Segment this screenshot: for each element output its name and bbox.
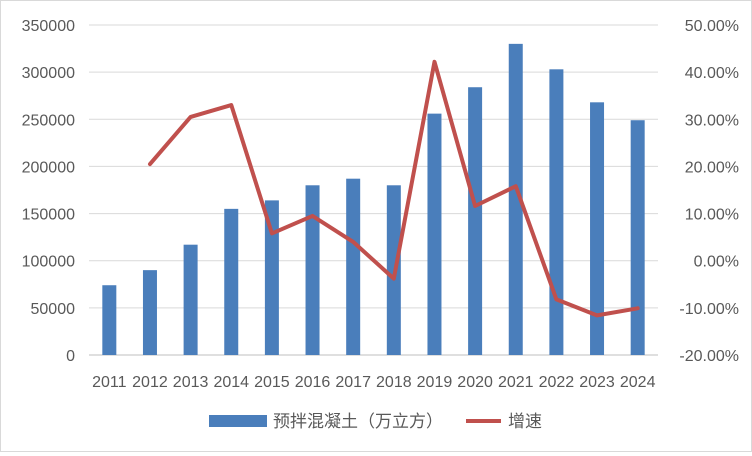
bar xyxy=(102,285,117,355)
x-tick-label: 2011 xyxy=(92,374,127,391)
x-tick-label: 2017 xyxy=(335,374,371,391)
right-axis-ticks: -20.00% -10.00% 0.00% 10.00% 20.00% 30.00% 40.… xyxy=(679,18,739,365)
bar xyxy=(346,178,361,355)
y-left-tick-label: 250000 xyxy=(22,112,75,129)
y-left-tick-label: 350000 xyxy=(22,18,75,35)
x-tick-label: 2012 xyxy=(132,374,168,391)
y-right-tick-label: 20.00% xyxy=(685,159,739,176)
bar xyxy=(224,208,239,355)
y-right-tick-label: 40.00% xyxy=(685,65,739,82)
bar xyxy=(590,102,605,355)
x-tick-label: 2022 xyxy=(539,374,575,391)
x-tick-label: 2014 xyxy=(213,374,249,391)
bar xyxy=(468,87,483,355)
y-left-tick-label: 0 xyxy=(66,348,75,365)
x-tick-label: 2023 xyxy=(579,374,615,391)
bar xyxy=(508,43,523,355)
x-tick-label: 2019 xyxy=(417,374,453,391)
y-left-tick-label: 150000 xyxy=(22,207,75,224)
y-left-tick-label: 50000 xyxy=(31,301,76,318)
x-tick-label: 2016 xyxy=(295,374,331,391)
bar-series xyxy=(102,43,645,356)
x-tick-label: 2021 xyxy=(498,374,534,391)
x-tick-label: 2018 xyxy=(376,374,412,391)
bar xyxy=(427,113,442,355)
y-right-tick-label: -10.00% xyxy=(679,301,739,318)
y-right-tick-label: -20.00% xyxy=(679,348,739,365)
left-axis-ticks: 0 50000 100000 150000 200000 250000 300000 3500… xyxy=(22,18,75,365)
legend: 预拌混凝土（万立方） 增速 xyxy=(209,412,542,431)
y-left-tick-label: 200000 xyxy=(22,159,75,176)
y-right-tick-label: 10.00% xyxy=(685,207,739,224)
bar xyxy=(630,120,645,355)
x-tick-label: 2020 xyxy=(457,374,493,391)
y-left-tick-label: 100000 xyxy=(22,254,75,271)
y-right-tick-label: 0.00% xyxy=(694,254,739,271)
y-right-tick-label: 30.00% xyxy=(685,112,739,129)
growth-line xyxy=(148,59,640,318)
bar xyxy=(183,244,198,355)
x-tick-label: 2024 xyxy=(620,374,656,391)
bar xyxy=(142,270,157,355)
x-tick-label: 2015 xyxy=(254,374,290,391)
legend-swatch-bars xyxy=(209,415,267,427)
line-series xyxy=(148,59,640,318)
y-left-tick-label: 300000 xyxy=(22,65,75,82)
bar xyxy=(305,185,320,355)
bar xyxy=(549,69,564,356)
legend-label-line: 增速 xyxy=(508,412,542,431)
x-axis-ticks: 2011 2012 2013 2014 2015 2016 2017 2018 2019 2020… xyxy=(92,374,655,391)
bar xyxy=(264,200,279,355)
x-tick-label: 2013 xyxy=(173,374,209,391)
legend-label-bars: 预拌混凝土（万立方） xyxy=(273,412,443,431)
y-right-tick-label: 50.00% xyxy=(685,18,739,35)
